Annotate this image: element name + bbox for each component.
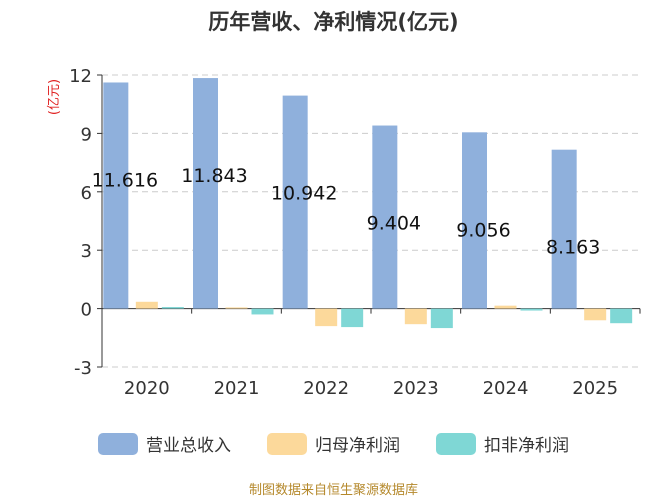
- legend-label-net-profit: 归母净利润: [315, 436, 400, 456]
- x-tick-label: 2021: [214, 378, 260, 399]
- y-tick-label: -3: [74, 358, 92, 379]
- legend: 营业总收入 归母净利润 扣非净利润: [0, 431, 667, 456]
- y-tick-label: 9: [81, 124, 92, 145]
- bar-value-label: 11.843: [181, 165, 247, 187]
- legend-item-revenue[interactable]: 营业总收入: [98, 431, 231, 456]
- y-tick-label: 0: [81, 300, 92, 321]
- bar-deducted-profit: [341, 308, 364, 328]
- y-tick-label: 3: [81, 241, 92, 262]
- bar-deducted-profit: [610, 308, 633, 324]
- bar-deducted-profit: [251, 308, 274, 315]
- axes: -3 0 3 6 9 12 2020 2021 2022 2023 2024 2025: [69, 66, 641, 399]
- bar-revenue: [193, 78, 218, 309]
- bar-revenue: [551, 149, 577, 309]
- legend-swatch-revenue: [98, 432, 138, 455]
- bar-revenue: [462, 132, 487, 309]
- source-note: 制图数据来自恒生聚源数据库: [248, 483, 418, 498]
- bar-revenue: [282, 95, 308, 309]
- bar-net-profit: [584, 308, 607, 321]
- legend-item-deducted-profit[interactable]: 扣非净利润: [436, 431, 569, 456]
- bar-net-profit: [494, 305, 517, 309]
- bars: [103, 78, 633, 329]
- x-tick-label: 2020: [124, 378, 170, 399]
- legend-item-net-profit[interactable]: 归母净利润: [267, 431, 400, 456]
- bar-net-profit: [225, 307, 248, 309]
- bar-value-label: 9.404: [367, 213, 421, 235]
- x-tick-label: 2024: [483, 378, 529, 399]
- bar-value-label: 10.942: [271, 183, 337, 205]
- legend-label-deducted-profit: 扣非净利润: [484, 436, 569, 456]
- bar-net-profit: [135, 301, 158, 309]
- y-tick-label: 12: [69, 66, 92, 87]
- y-axis-unit-label: (亿元): [47, 79, 62, 115]
- y-tick-label: 6: [81, 183, 92, 204]
- bar-net-profit: [315, 308, 338, 327]
- bar-revenue: [372, 125, 398, 309]
- legend-swatch-net-profit: [267, 432, 307, 455]
- bar-revenue: [103, 82, 129, 309]
- legend-swatch-deducted-profit: [436, 432, 476, 455]
- bar-value-label: 11.616: [92, 169, 158, 191]
- bar-value-label: 8.163: [546, 237, 600, 259]
- chart-title: 历年营收、净利情况(亿元): [208, 10, 459, 34]
- bar-deducted-profit: [430, 308, 453, 329]
- data-labels: 11.616 11.843 10.942 9.404 9.056 8.163: [92, 165, 601, 259]
- bar-deducted-profit: [520, 308, 543, 311]
- x-tick-label: 2025: [572, 378, 618, 399]
- bar-deducted-profit: [161, 307, 184, 309]
- bar-net-profit: [404, 308, 427, 325]
- legend-label-revenue: 营业总收入: [146, 436, 231, 456]
- bar-value-label: 9.056: [456, 219, 510, 241]
- x-tick-label: 2023: [393, 378, 439, 399]
- x-tick-label: 2022: [303, 378, 349, 399]
